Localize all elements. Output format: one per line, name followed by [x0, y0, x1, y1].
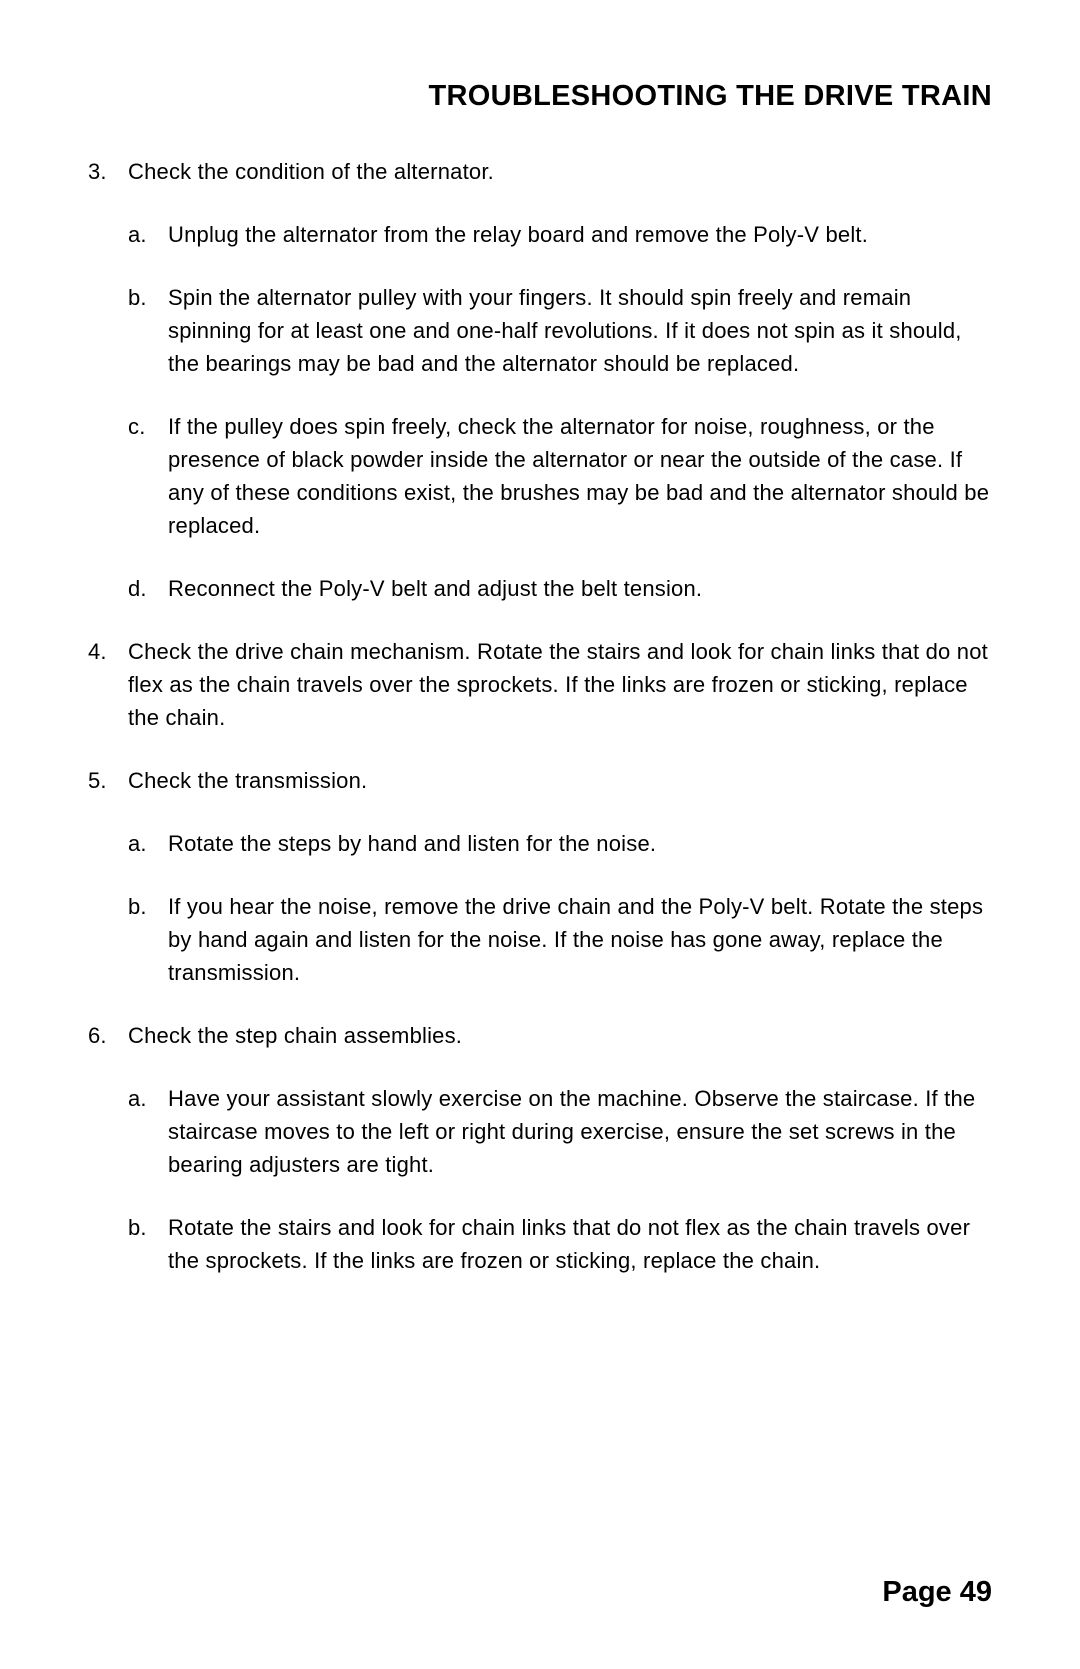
sub-list-item: b. Spin the alternator pulley with your … [128, 281, 992, 380]
list-marker: 5. [88, 764, 128, 797]
sub-marker: b. [128, 890, 168, 989]
sub-marker: d. [128, 572, 168, 605]
sub-list: a. Unplug the alternator from the relay … [88, 218, 992, 605]
sub-marker: a. [128, 218, 168, 251]
list-text: Check the condition of the alternator. [128, 155, 992, 188]
list-text: Check the transmission. [128, 764, 992, 797]
content-body: 3. Check the condition of the alternator… [88, 155, 992, 1277]
sub-text: Rotate the stairs and look for chain lin… [168, 1211, 992, 1277]
document-page: TROUBLESHOOTING THE DRIVE TRAIN 3. Check… [0, 0, 1080, 1669]
list-item: 6. Check the step chain assemblies. [88, 1019, 992, 1052]
sub-list-item: d. Reconnect the Poly-V belt and adjust … [128, 572, 992, 605]
sub-text: If you hear the noise, remove the drive … [168, 890, 992, 989]
list-text: Check the drive chain mechanism. Rotate … [128, 635, 992, 734]
sub-list: a. Have your assistant slowly exercise o… [88, 1082, 992, 1277]
sub-list-item: c. If the pulley does spin freely, check… [128, 410, 992, 542]
page-heading: TROUBLESHOOTING THE DRIVE TRAIN [88, 80, 992, 113]
list-item: 3. Check the condition of the alternator… [88, 155, 992, 188]
list-text: Check the step chain assemblies. [128, 1019, 992, 1052]
sub-marker: a. [128, 827, 168, 860]
sub-text: Unplug the alternator from the relay boa… [168, 218, 992, 251]
sub-text: Spin the alternator pulley with your fin… [168, 281, 992, 380]
sub-list-item: b. Rotate the stairs and look for chain … [128, 1211, 992, 1277]
list-marker: 3. [88, 155, 128, 188]
sub-list-item: a. Rotate the steps by hand and listen f… [128, 827, 992, 860]
sub-text: Have your assistant slowly exercise on t… [168, 1082, 992, 1181]
sub-text: Rotate the steps by hand and listen for … [168, 827, 992, 860]
sub-marker: b. [128, 281, 168, 380]
page-number: Page 49 [882, 1576, 992, 1609]
list-item: 5. Check the transmission. [88, 764, 992, 797]
sub-list: a. Rotate the steps by hand and listen f… [88, 827, 992, 989]
list-marker: 6. [88, 1019, 128, 1052]
sub-marker: c. [128, 410, 168, 542]
list-marker: 4. [88, 635, 128, 734]
sub-marker: a. [128, 1082, 168, 1181]
sub-list-item: b. If you hear the noise, remove the dri… [128, 890, 992, 989]
sub-list-item: a. Unplug the alternator from the relay … [128, 218, 992, 251]
list-item: 4. Check the drive chain mechanism. Rota… [88, 635, 992, 734]
sub-text: Reconnect the Poly-V belt and adjust the… [168, 572, 992, 605]
sub-list-item: a. Have your assistant slowly exercise o… [128, 1082, 992, 1181]
sub-marker: b. [128, 1211, 168, 1277]
sub-text: If the pulley does spin freely, check th… [168, 410, 992, 542]
